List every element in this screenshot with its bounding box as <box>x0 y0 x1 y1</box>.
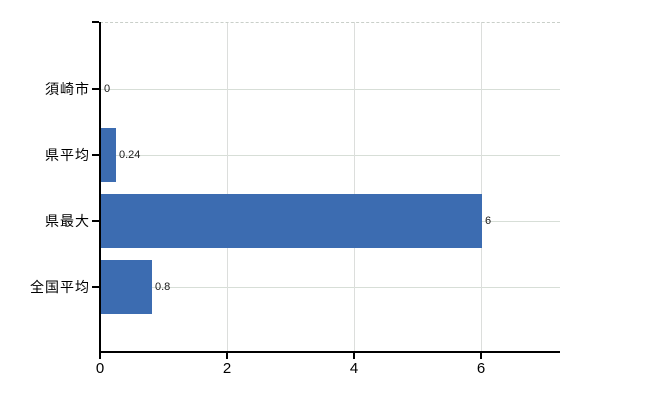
bar-value-label: 6 <box>485 215 492 227</box>
gridline-vertical <box>481 22 482 352</box>
category-tick <box>92 286 99 288</box>
x-tick <box>480 353 482 359</box>
x-tick <box>353 353 355 359</box>
y-axis-top-tick <box>92 21 99 23</box>
x-tick-label: 2 <box>222 360 232 377</box>
category-label: 県平均 <box>45 147 90 163</box>
category-tick <box>92 88 99 90</box>
bar-value-label: 0.24 <box>119 149 141 161</box>
x-tick <box>99 353 101 359</box>
x-tick-label: 6 <box>476 360 486 377</box>
bar-1 <box>101 128 116 182</box>
x-tick <box>226 353 228 359</box>
gridline-horizontal <box>100 89 560 90</box>
gridline-horizontal <box>100 287 560 288</box>
x-tick-label: 0 <box>95 360 105 377</box>
category-label: 県最大 <box>45 213 90 229</box>
gridline-horizontal <box>100 155 560 156</box>
category-tick <box>92 220 99 222</box>
bar-value-label: 0 <box>104 83 111 95</box>
category-label: 須崎市 <box>45 81 90 97</box>
gridline-vertical <box>227 22 228 352</box>
bar-value-label: 0.8 <box>155 281 171 293</box>
y-axis <box>99 22 101 352</box>
x-axis <box>99 351 560 353</box>
category-tick <box>92 154 99 156</box>
category-label: 全国平均 <box>30 279 90 295</box>
bar-3 <box>101 260 152 314</box>
gridline-vertical <box>354 22 355 352</box>
bar-2 <box>101 194 482 248</box>
x-tick-label: 4 <box>349 360 359 377</box>
plot-top-border <box>100 22 560 23</box>
